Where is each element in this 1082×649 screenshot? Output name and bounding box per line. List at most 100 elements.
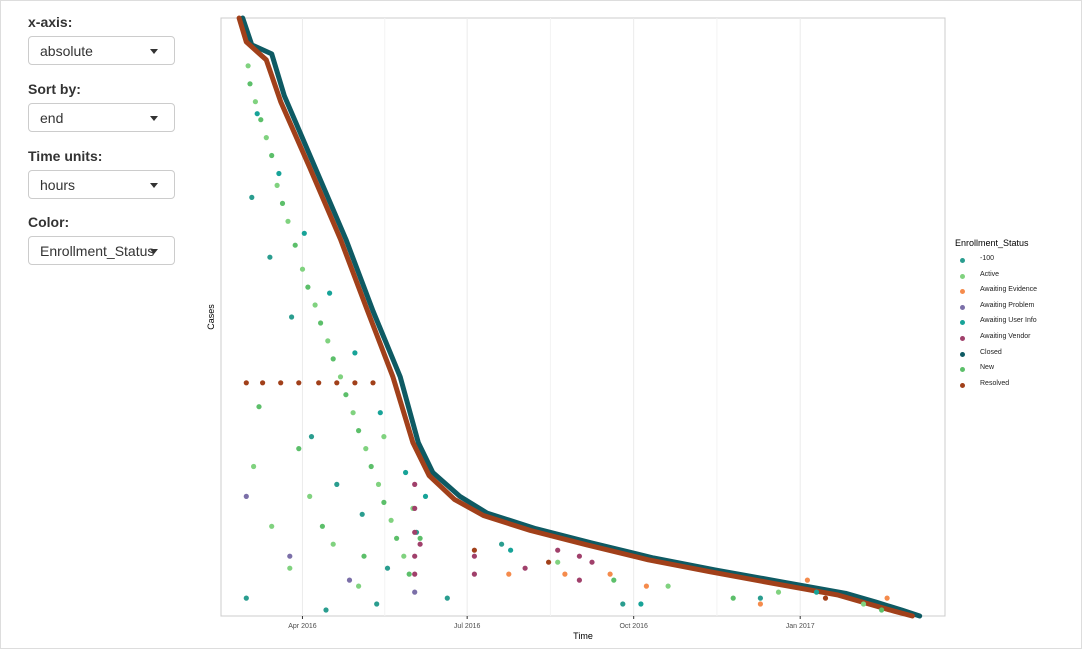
data-point [359, 511, 365, 517]
time-units-select[interactable]: hours [28, 170, 175, 199]
legend: Enrollment_Status -100 Active Awaiting Evi… [955, 238, 1075, 394]
data-point [412, 529, 418, 535]
data-point [312, 302, 318, 308]
data-point [296, 446, 302, 452]
data-point [327, 290, 333, 296]
data-point [381, 499, 387, 505]
data-point [384, 565, 391, 571]
data-point [471, 547, 477, 553]
data-point [308, 434, 315, 440]
color-select[interactable]: Enrollment_Status [28, 236, 175, 265]
data-point [417, 541, 423, 547]
data-point [323, 607, 329, 613]
data-point [251, 463, 257, 470]
legend-item: Awaiting Problem [955, 301, 1075, 317]
legend-label: Awaiting User Info [980, 317, 1037, 325]
data-point [316, 380, 322, 386]
legend-swatch [960, 289, 965, 295]
sort-by-control: Sort by: end [28, 81, 178, 132]
data-point [278, 380, 284, 386]
x-tick-label: Jul 2016 [454, 623, 481, 630]
data-point [508, 547, 514, 553]
data-point [879, 607, 885, 613]
x-axis-label: x-axis: [28, 14, 73, 30]
legend-label: -100 [980, 255, 995, 262]
data-point [368, 463, 374, 470]
data-point [589, 559, 595, 565]
data-point [499, 541, 505, 547]
data-point [412, 571, 418, 577]
data-point [422, 493, 429, 499]
time-units-value: hours [40, 177, 76, 193]
data-point [813, 589, 820, 595]
data-point [665, 583, 671, 589]
caret-down-icon [150, 249, 158, 254]
data-point [643, 583, 649, 589]
legend-label: Closed [980, 348, 1002, 356]
sort-by-select[interactable]: end [28, 103, 175, 132]
data-point [757, 601, 764, 607]
data-point [292, 242, 298, 248]
data-point [576, 553, 582, 559]
data-point [804, 577, 811, 583]
data-point [406, 571, 412, 577]
legend-item: Awaiting User Info [955, 316, 1075, 332]
data-point [285, 218, 291, 224]
data-point [307, 493, 313, 499]
data-point [412, 589, 418, 595]
data-point [607, 571, 613, 577]
legend-item: New [955, 363, 1075, 379]
legend-swatch [960, 273, 965, 279]
data-point [330, 356, 336, 362]
data-point [412, 481, 418, 487]
data-point [352, 380, 358, 386]
series-line-closed [240, 15, 923, 619]
data-point [319, 523, 325, 529]
legend-item: Closed [955, 348, 1075, 364]
data-point [401, 553, 407, 559]
data-point [412, 505, 418, 511]
data-point [546, 559, 552, 565]
data-point [377, 410, 383, 416]
data-point [274, 182, 280, 188]
data-point [361, 553, 367, 559]
legend-items: -100 Active Awaiting Evidence Awaiting Prob… [955, 254, 1075, 394]
data-point [256, 404, 262, 410]
data-point [279, 200, 286, 206]
data-point [374, 601, 380, 607]
data-point [388, 517, 394, 523]
time-units-control: Time units: hours [28, 148, 178, 199]
data-point [356, 428, 362, 434]
legend-label: Resolved [980, 379, 1010, 387]
data-point [245, 63, 251, 69]
data-point [243, 493, 249, 499]
legend-label: New [980, 364, 995, 372]
data-point [363, 446, 369, 452]
data-point [318, 320, 324, 326]
data-point [506, 571, 512, 577]
data-point [325, 338, 331, 344]
legend-swatch [960, 351, 965, 357]
data-point [417, 535, 423, 541]
data-point [249, 194, 255, 200]
caret-down-icon [150, 49, 158, 54]
data-point [296, 380, 302, 386]
legend-item: Awaiting Evidence [955, 285, 1075, 301]
data-point [243, 595, 249, 601]
x-axis-select[interactable]: absolute [28, 36, 175, 65]
legend-swatch [960, 320, 965, 326]
data-point [269, 152, 275, 159]
data-point [730, 595, 736, 601]
data-point [884, 595, 890, 601]
sort-by-label: Sort by: [28, 81, 81, 97]
caret-down-icon [150, 183, 158, 188]
data-point [444, 595, 450, 601]
data-point [287, 565, 293, 571]
dotted-chart: Apr 2016 Jul 2016 Oct 2016 Jan 2017 Time Case… [206, 15, 946, 640]
data-point [370, 380, 376, 386]
legend-label: Awaiting Problem [980, 301, 1035, 309]
data-point [243, 380, 249, 386]
data-point [757, 595, 764, 601]
legend-label: Active [980, 270, 1000, 278]
data-point [289, 314, 295, 320]
